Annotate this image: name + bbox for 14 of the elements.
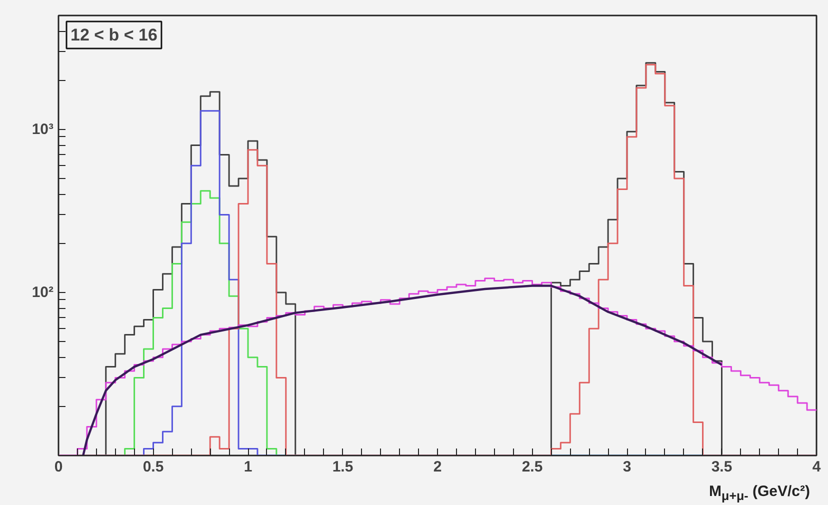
x-tick-label: 4 (812, 458, 822, 476)
x-tick-label: 0 (54, 458, 63, 476)
x-tick-label: 2 (433, 458, 442, 476)
x-axis-title: M$_{μ+μ-}$ (GeV/c²) (709, 483, 810, 503)
x-tick-label: 3.5 (711, 458, 732, 476)
x-tick-label: 1 (244, 458, 252, 476)
x-tick-label: 2.5 (522, 458, 543, 476)
y-tick-label: 10² (32, 284, 54, 301)
y-tick-label: 10³ (32, 120, 54, 138)
line-series (82, 284, 723, 456)
x-tick-label: 3 (622, 458, 632, 476)
x-tick-label: 0.5 (142, 458, 164, 476)
annotation: 12 < b < 16 (70, 26, 158, 44)
x-tick-label: 1.5 (332, 458, 354, 476)
